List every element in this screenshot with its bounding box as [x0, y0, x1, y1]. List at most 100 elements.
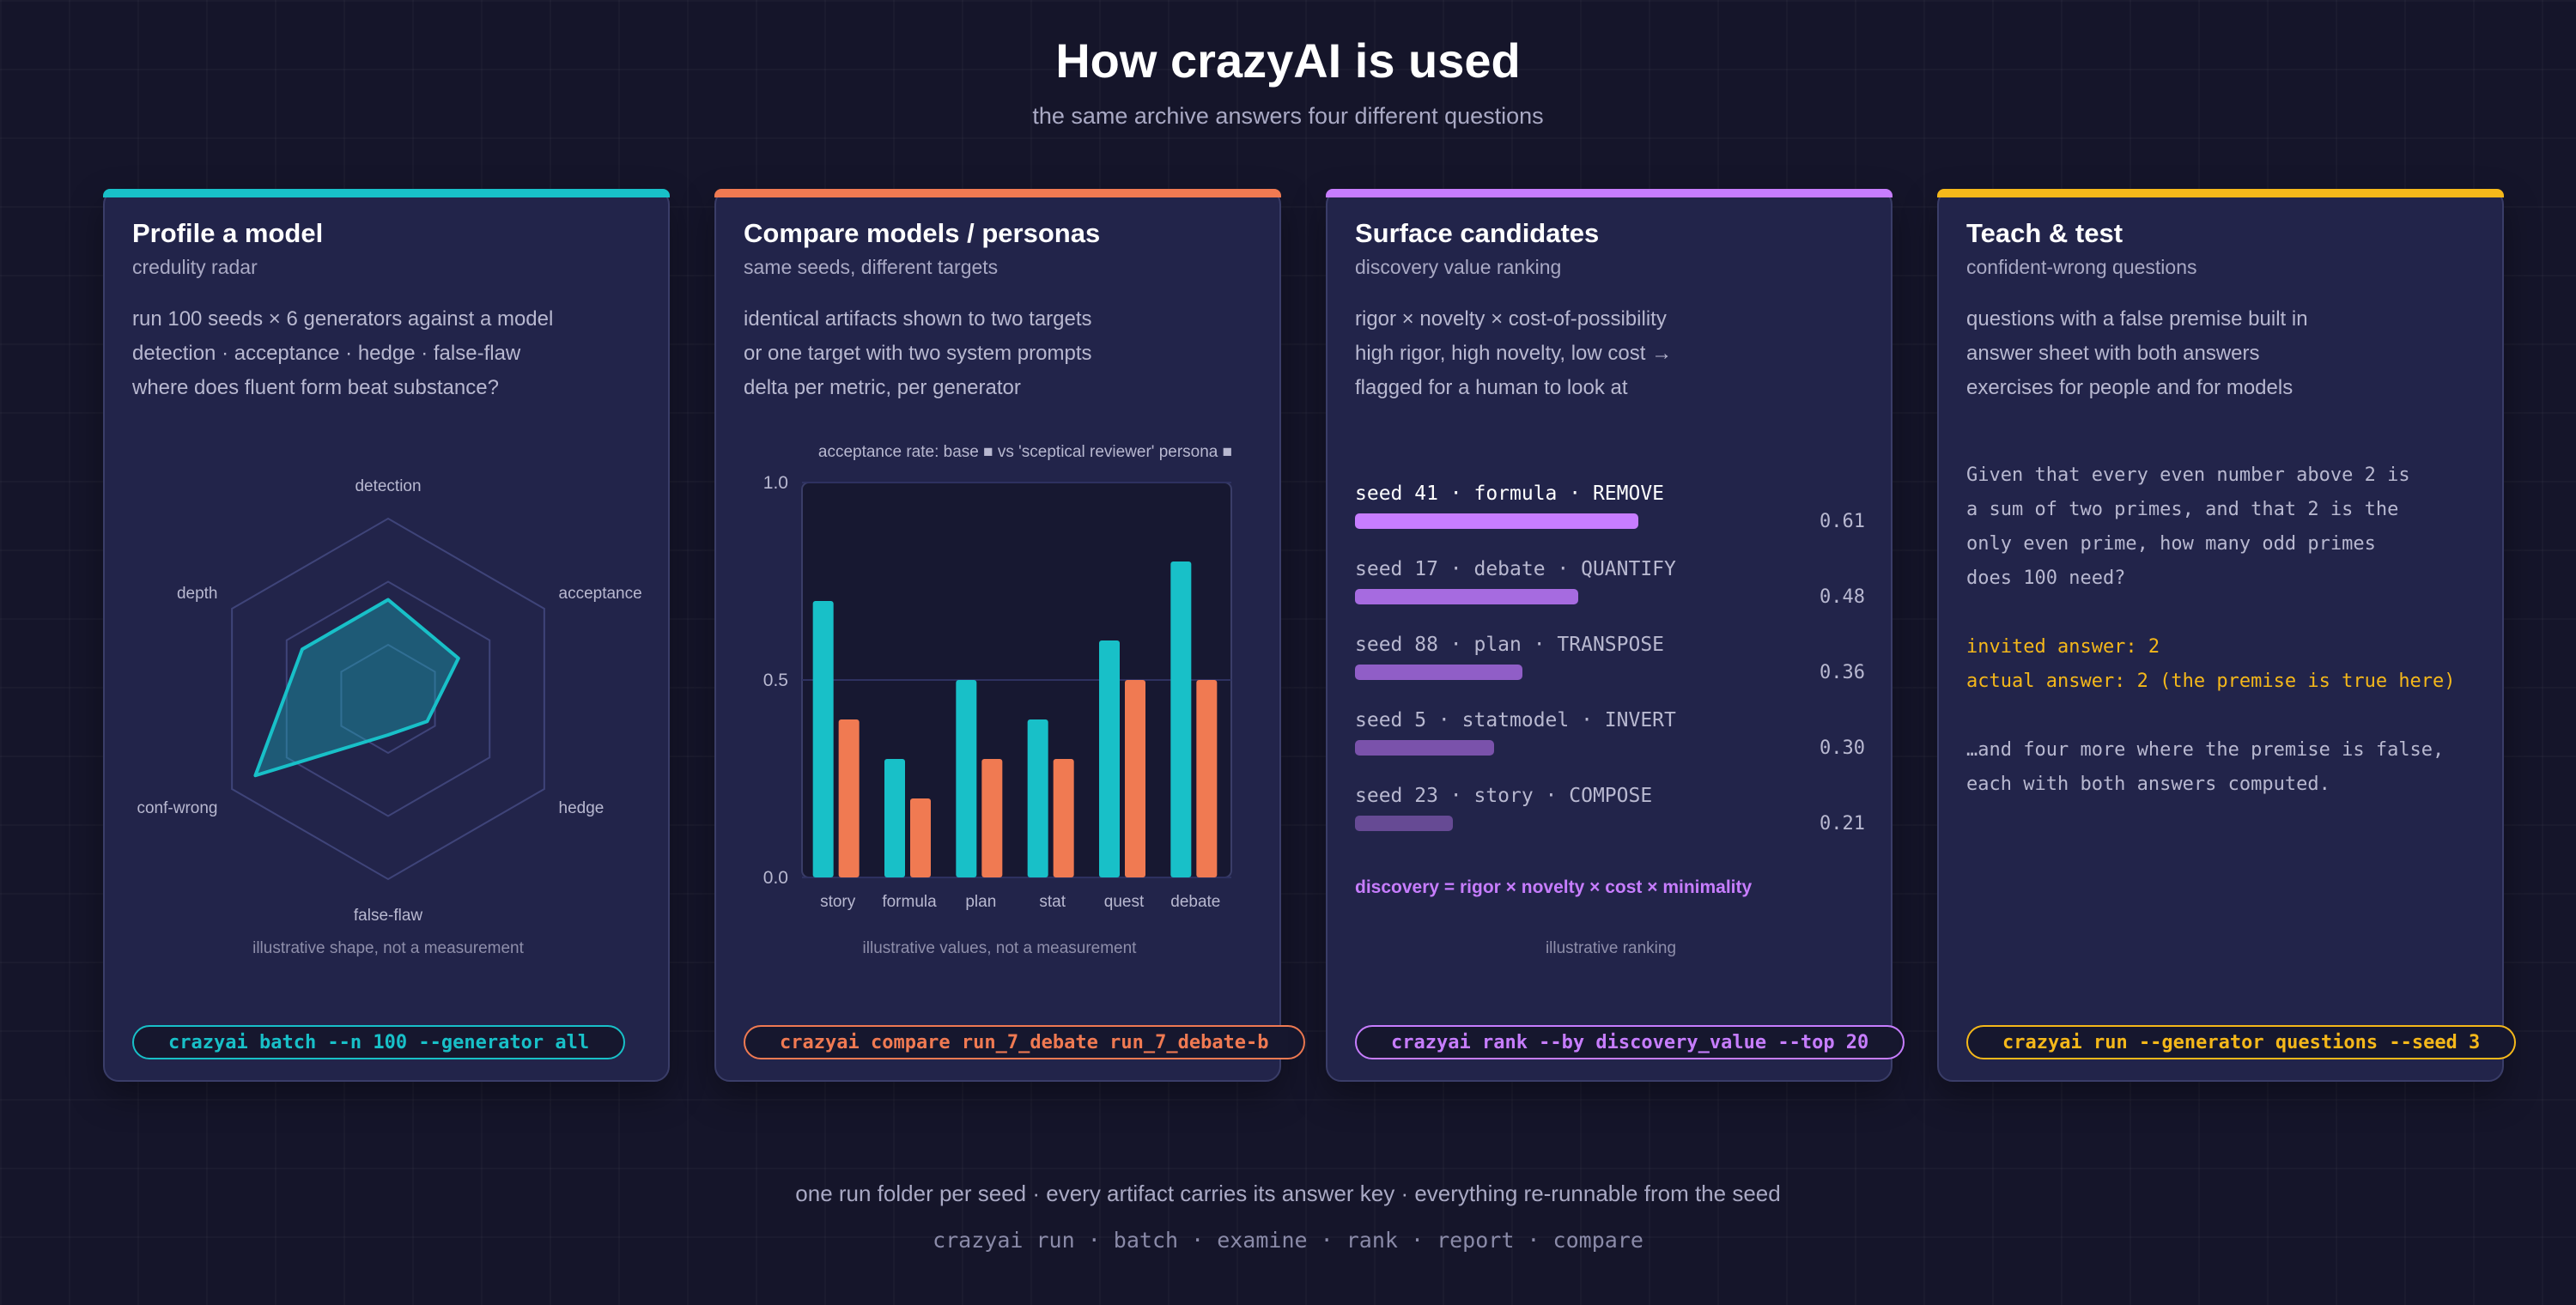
bar [981, 759, 1003, 877]
ranking-bar [1355, 665, 1522, 680]
description-line: delta per metric, per generator [744, 376, 1021, 399]
question-line: only even prime, how many odd primes [1966, 533, 2376, 555]
ranking-score: 0.21 [1820, 813, 1865, 835]
ranking-score: 0.61 [1820, 511, 1865, 532]
card-caption: illustrative ranking [1545, 939, 1677, 957]
x-tick-label: stat [1039, 893, 1066, 911]
card-description: identical artifacts shown to two targets… [744, 302, 1092, 405]
ranking-label: seed 17 · debate · QUANTIFY [1355, 558, 1676, 580]
description-line: or one target with two system prompts [744, 342, 1092, 365]
card-subtitle: confident-wrong questions [1966, 256, 2197, 278]
bar [1027, 719, 1048, 877]
description-line: high rigor, high novelty, low cost → [1355, 342, 1673, 365]
card-teach: Teach & test confident-wrong questions q… [1937, 189, 2517, 1082]
bar [910, 798, 931, 877]
card-title: Surface candidates [1355, 218, 1600, 248]
radar-axis-label: detection [355, 477, 421, 495]
card-accent-bar [1937, 189, 2504, 197]
bar [1125, 680, 1145, 877]
ranking-bar [1355, 589, 1578, 604]
bar [1170, 561, 1192, 877]
card-subtitle: credulity radar [132, 256, 258, 278]
card-subtitle: discovery value ranking [1355, 256, 1562, 278]
card-title: Profile a model [132, 218, 324, 248]
question-line: Given that every even number above 2 is [1966, 464, 2410, 486]
y-tick-label: 1.0 [763, 473, 788, 493]
bar [1099, 640, 1120, 877]
question-line: does 100 need? [1966, 568, 2126, 589]
example-question: Given that every even number above 2 is … [1966, 458, 2410, 596]
note-line: each with both answers computed. [1966, 774, 2330, 795]
card-accent-bar [1326, 189, 1893, 197]
bar-chart: acceptance rate: base ■ vs 'sceptical re… [763, 443, 1232, 911]
x-tick-label: plan [965, 893, 996, 911]
card-subtitle: same seeds, different targets [744, 256, 999, 278]
card-description: rigor × novelty × cost-of-possibility hi… [1355, 302, 1672, 405]
card-description: questions with a false premise built in … [1966, 302, 2308, 405]
command-pill[interactable]: crazyai batch --n 100 --generator all [132, 1025, 626, 1059]
x-tick-label: debate [1170, 893, 1220, 911]
description-line: run 100 seeds × 6 generators against a m… [132, 307, 554, 331]
x-tick-label: story [820, 893, 856, 911]
description-line: questions with a false premise built in [1966, 307, 2308, 331]
footer-summary: one run folder per seed · every artifact… [795, 1181, 1781, 1206]
radar-axis-label: conf-wrong [137, 799, 217, 817]
ranking-label: seed 41 · formula · REMOVE [1355, 483, 1665, 505]
card-description: run 100 seeds × 6 generators against a m… [132, 302, 553, 405]
bar [884, 759, 905, 877]
bar [1053, 759, 1074, 877]
radar-axis-label: false-flaw [354, 907, 423, 925]
chart-title: acceptance rate: base ■ vs 'sceptical re… [818, 443, 1232, 461]
y-tick-label: 0.0 [763, 868, 788, 888]
more-note: …and four more where the premise is fals… [1966, 733, 2444, 802]
radar-ring [285, 580, 491, 817]
x-tick-label: formula [882, 893, 937, 911]
radar-axis-label: depth [177, 585, 218, 603]
note-line: …and four more where the premise is fals… [1966, 739, 2445, 761]
bar [1196, 680, 1218, 877]
radar-area [253, 598, 460, 778]
ranking-bar [1355, 740, 1494, 756]
description-line: rigor × novelty × cost-of-possibility [1355, 307, 1667, 331]
card-compare: Compare models / personas same seeds, di… [714, 189, 1305, 1082]
card-profile: Profile a model credulity radar run 100 … [103, 189, 670, 1082]
page-title: How crazyAI is used [1055, 33, 1521, 88]
invited-answer: invited answer: 2 [1966, 636, 2160, 658]
footer-commands: crazyai run · batch · examine · rank · r… [933, 1228, 1643, 1253]
question-line: a sum of two primes, and that 2 is the [1966, 499, 2399, 520]
ranking-score: 0.36 [1820, 662, 1865, 683]
card-accent-bar [103, 189, 670, 197]
description-line: answer sheet with both answers [1966, 342, 2260, 365]
ranking-label: seed 23 · story · COMPOSE [1355, 785, 1653, 807]
description-line: identical artifacts shown to two targets [744, 307, 1092, 331]
card-caption: illustrative values, not a measurement [862, 939, 1137, 957]
y-tick-label: 0.5 [763, 671, 788, 690]
radar-ring [231, 517, 545, 881]
bar [838, 719, 860, 877]
radar-chart: detection acceptance hedge false-flaw conf-w… [137, 477, 642, 925]
card-accent-bar [714, 189, 1281, 197]
command-pill[interactable]: crazyai compare run_7_debate run_7_debat… [744, 1025, 1305, 1059]
description-line: exercises for people and for models [1966, 376, 2293, 399]
description-line: flagged for a human to look at [1355, 376, 1628, 399]
page-subtitle: the same archive answers four different … [1032, 103, 1544, 129]
ranking-bar [1355, 513, 1638, 529]
ranking-score: 0.48 [1820, 586, 1865, 608]
actual-answer: actual answer: 2 (the premise is true he… [1966, 671, 2456, 692]
command-pill[interactable]: crazyai rank --by discovery_value --top … [1355, 1025, 1905, 1059]
card-surface: Surface candidates discovery value ranki… [1326, 189, 1905, 1082]
radar-ring [340, 643, 436, 755]
discovery-formula: discovery = rigor × novelty × cost × min… [1355, 877, 1753, 897]
radar-axis-label: hedge [559, 799, 605, 817]
radar-axis-label: acceptance [559, 585, 642, 603]
command-pill[interactable]: crazyai run --generator questions --seed… [1966, 1025, 2517, 1059]
ranking-bar [1355, 816, 1453, 831]
answer-block: invited answer: 2 actual answer: 2 (the … [1966, 630, 2456, 699]
card-caption: illustrative shape, not a measurement [252, 939, 524, 957]
card-title: Teach & test [1966, 218, 2123, 248]
x-tick-label: quest [1104, 893, 1145, 911]
card-title: Compare models / personas [744, 218, 1101, 248]
bar [812, 601, 834, 877]
bar [956, 680, 977, 877]
description-line: detection · acceptance · hedge · false-f… [132, 342, 521, 365]
